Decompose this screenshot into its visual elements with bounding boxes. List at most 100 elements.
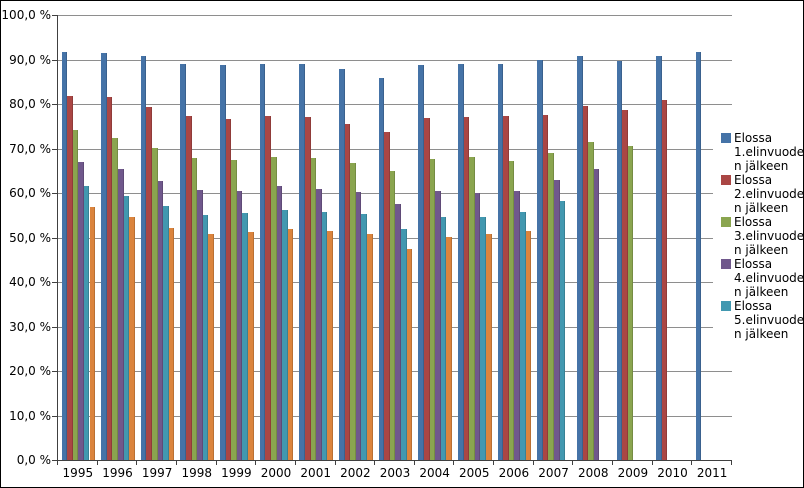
legend-text: Elossa bbox=[734, 173, 773, 187]
bar-1995-series2 bbox=[67, 96, 73, 460]
bar-2001-series1 bbox=[299, 63, 305, 460]
bar-1996-series6 bbox=[129, 216, 135, 460]
x-tick-label: 2011 bbox=[696, 466, 728, 480]
bar-2007-series5 bbox=[559, 201, 566, 460]
x-tick-8 bbox=[374, 461, 375, 465]
bar-2003-series5 bbox=[401, 228, 407, 460]
legend-label-line: 2.elinvuode bbox=[721, 187, 803, 201]
legend-label-line: 4.elinvuode bbox=[721, 271, 803, 285]
y-tick-70 bbox=[52, 148, 57, 150]
x-tick-0 bbox=[57, 461, 58, 465]
legend-entry-5: Elossa 5.elinvuode n jälkeen bbox=[721, 299, 803, 341]
bar-2004-series5 bbox=[440, 217, 447, 460]
bar-2008-series3 bbox=[588, 141, 594, 460]
bar-2007-series2 bbox=[542, 114, 549, 460]
bar-group-2010 bbox=[653, 15, 693, 460]
y-tick-label: 10,0 % bbox=[9, 408, 51, 423]
bar-group-2008 bbox=[573, 15, 613, 460]
legend-label-line: n jälkeen bbox=[721, 159, 803, 173]
bar-group-2000 bbox=[256, 15, 296, 460]
bar-1998-series6 bbox=[208, 234, 215, 460]
x-tick-label: 2005 bbox=[459, 466, 490, 480]
legend-swatch bbox=[721, 217, 731, 227]
bar-2004-series6 bbox=[446, 237, 452, 460]
legend-label-line: 1.elinvuode bbox=[721, 145, 803, 159]
bar-2001-series5 bbox=[321, 212, 328, 460]
bar-group-2007 bbox=[534, 15, 574, 460]
bar-2006-series1 bbox=[497, 63, 504, 460]
y-tick-60 bbox=[52, 193, 57, 194]
bar-2000-series2 bbox=[265, 116, 271, 460]
x-tick-4 bbox=[216, 461, 217, 465]
legend-label-line: 5.elinvuode bbox=[721, 313, 803, 327]
legend-text: Elossa bbox=[734, 131, 773, 145]
legend-label-line: Elossa bbox=[721, 131, 803, 145]
bar-1999-series6 bbox=[248, 232, 254, 460]
bar-2005-series3 bbox=[469, 156, 475, 460]
bar-group-2003 bbox=[375, 15, 415, 460]
x-tick-label: 2002 bbox=[340, 466, 371, 480]
bar-group-1995 bbox=[58, 15, 98, 460]
x-tick-14 bbox=[612, 461, 613, 465]
bar-1999-series3 bbox=[231, 160, 237, 460]
bar-1998-series2 bbox=[186, 116, 192, 460]
bar-group-2005 bbox=[454, 15, 494, 460]
bar-2000-series4 bbox=[276, 186, 283, 460]
bar-2005-series5 bbox=[480, 217, 486, 460]
bar-2006-series4 bbox=[514, 190, 520, 460]
bar-2003-series4 bbox=[395, 203, 402, 460]
bar-group-2004 bbox=[415, 15, 455, 460]
bar-1995-series3 bbox=[72, 130, 79, 460]
x-tick-label: 2006 bbox=[498, 466, 530, 480]
y-tick-30 bbox=[52, 326, 57, 328]
bar-2009-series2 bbox=[622, 110, 628, 460]
bar-1999-series2 bbox=[225, 118, 232, 460]
bar-2005-series2 bbox=[463, 116, 470, 460]
bar-1997-series3 bbox=[151, 148, 158, 460]
bar-2001-series6 bbox=[327, 230, 333, 460]
x-tick-label: 2003 bbox=[379, 466, 411, 480]
legend-text: Elossa bbox=[734, 215, 773, 229]
y-tick-90 bbox=[52, 59, 57, 61]
legend-text: Elossa bbox=[734, 299, 773, 313]
bar-group-2011 bbox=[692, 15, 732, 460]
x-tick-13 bbox=[572, 461, 573, 465]
y-tick-40 bbox=[52, 282, 57, 283]
bar-2009-series1 bbox=[616, 61, 623, 460]
gridline-100 bbox=[58, 15, 732, 16]
bar-group-1997 bbox=[137, 15, 177, 460]
legend-text: n jälkeen bbox=[734, 285, 789, 299]
x-tick-label: 2008 bbox=[577, 466, 609, 480]
y-tick-label: 0,0 % bbox=[16, 453, 51, 467]
bar-1998-series3 bbox=[191, 158, 198, 460]
bar-group-1998 bbox=[177, 15, 217, 460]
bar-group-1999 bbox=[217, 15, 257, 460]
bar-group-2006 bbox=[494, 15, 534, 460]
legend-label-line: n jälkeen bbox=[721, 201, 803, 215]
bar-group-2002 bbox=[336, 15, 376, 460]
y-tick-50 bbox=[52, 237, 57, 239]
bar-2002-series5 bbox=[361, 214, 367, 460]
bar-1998-series5 bbox=[202, 214, 209, 460]
bar-2010-series1 bbox=[656, 56, 662, 460]
legend: Elossa 1.elinvuode n jälkeen Elossa 2.elinvu… bbox=[713, 127, 803, 345]
legend-text: n jälkeen bbox=[734, 159, 789, 173]
x-tick-label: 1998 bbox=[181, 466, 213, 480]
plot-area bbox=[58, 15, 732, 460]
bar-2004-series3 bbox=[429, 158, 436, 460]
x-tick-label: 1999 bbox=[221, 466, 252, 480]
legend-label-line: n jälkeen bbox=[721, 243, 803, 257]
y-axis-line bbox=[57, 15, 58, 461]
y-tick-label: 40,0 % bbox=[9, 275, 51, 289]
bar-1996-series5 bbox=[123, 195, 130, 460]
y-tick-100 bbox=[52, 15, 57, 16]
legend-entry-3: Elossa 3.elinvuode n jälkeen bbox=[721, 215, 803, 257]
legend-swatch bbox=[721, 133, 731, 143]
legend-label-line: Elossa bbox=[721, 257, 803, 271]
bar-2005-series4 bbox=[474, 193, 481, 460]
bar-2002-series3 bbox=[350, 162, 356, 460]
bar-2003-series6 bbox=[406, 248, 413, 460]
y-tick-80 bbox=[52, 104, 57, 105]
y-tick-label: 80,0 % bbox=[9, 97, 51, 111]
x-tick-label: 1995 bbox=[62, 466, 94, 480]
